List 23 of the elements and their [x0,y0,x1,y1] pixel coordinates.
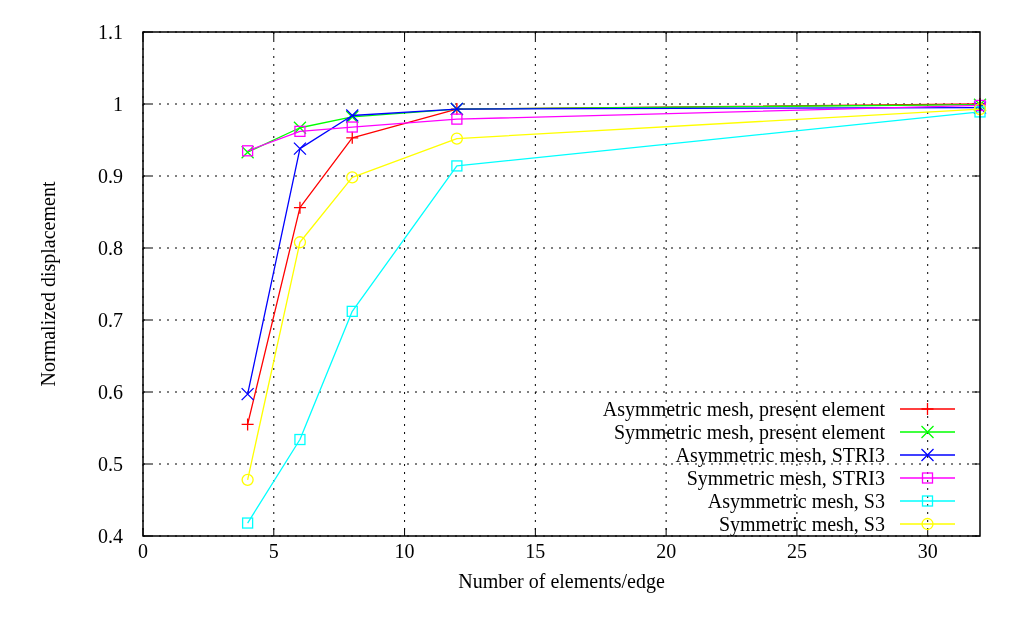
x-tick-label: 10 [394,540,415,562]
y-tick-label: 0.4 [98,525,123,547]
legend-label: Symmetric mesh, present element [613,421,886,444]
y-axis-title: Normalized displacement [37,181,60,387]
y-tick-label: 1.1 [98,21,123,43]
x-tick-label: 15 [525,540,546,562]
y-tick-label: 1 [113,93,123,115]
legend-label: Symmetric mesh, S3 [718,513,885,536]
x-tick-label: 20 [656,540,677,562]
legend-label: Symmetric mesh, STRI3 [686,467,885,490]
x-axis-title: Number of elements/edge [458,570,665,593]
y-tick-label: 0.9 [98,165,123,187]
y-tick-label: 0.6 [98,381,123,403]
x-tick-label: 0 [138,540,148,562]
legend-label: Asymmetric mesh, S3 [707,490,885,513]
x-tick-label: 25 [786,540,807,562]
y-tick-label: 0.5 [98,453,123,475]
x-tick-label: 5 [268,540,279,562]
y-tick-label: 0.7 [98,309,123,331]
legend-label: Asymmetric mesh, present element [602,398,886,421]
x-tick-label: 30 [917,540,938,562]
y-tick-label: 0.8 [98,237,123,259]
legend-label: Asymmetric mesh, STRI3 [675,444,885,467]
